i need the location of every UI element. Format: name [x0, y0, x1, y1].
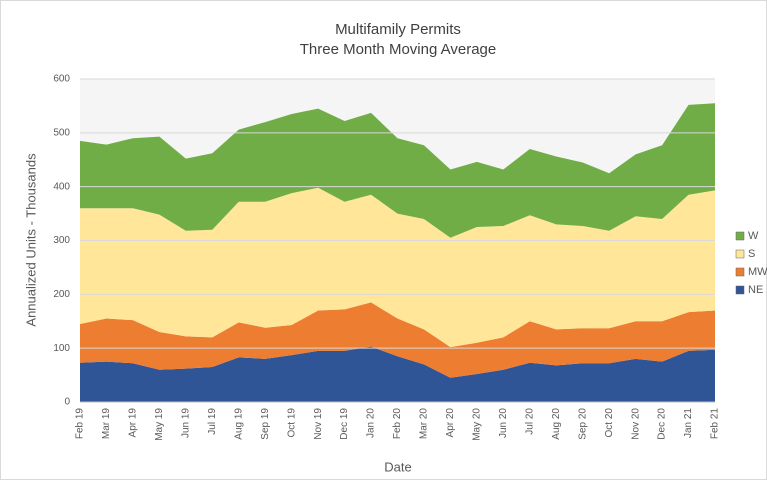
x-tick-label: Nov 20 — [630, 408, 641, 440]
x-tick-label: Feb 19 — [75, 408, 86, 440]
x-tick-label: Dec 19 — [339, 408, 350, 440]
area — [80, 346, 715, 402]
area — [80, 187, 715, 348]
legend-label: MW — [748, 266, 767, 278]
area — [80, 302, 715, 378]
y-axis-label: Annualized Units - Thousands — [23, 153, 38, 327]
y-tick-label: 0 — [64, 397, 70, 408]
legend-label: W — [748, 230, 759, 242]
x-tick-label: Jun 19 — [180, 408, 191, 438]
x-tick-label: Aug 20 — [551, 408, 562, 440]
x-tick-label: Mar 20 — [419, 408, 430, 440]
x-tick-label: Jun 20 — [498, 408, 509, 438]
chart-subtitle: Three Month Moving Average — [300, 41, 497, 58]
x-tick-label: May 20 — [472, 408, 483, 441]
legend-label: NE — [748, 284, 763, 296]
y-tick-label: 300 — [53, 235, 70, 246]
x-tick-label: Mar 19 — [101, 408, 112, 440]
x-tick-label: Feb 20 — [392, 408, 403, 440]
y-tick-label: 100 — [53, 343, 70, 354]
chart-title: Multifamily Permits — [335, 21, 461, 38]
x-tick-label: Jul 19 — [207, 408, 218, 435]
x-tick-label: Dec 20 — [657, 408, 668, 440]
x-tick-label: Aug 19 — [233, 408, 244, 440]
y-tick-label: 200 — [53, 289, 70, 300]
x-tick-label: Apr 20 — [445, 408, 456, 438]
area — [80, 103, 715, 238]
legend-swatch — [735, 285, 745, 295]
x-tick-label: Oct 20 — [604, 408, 615, 438]
x-tick-label: Feb 21 — [710, 408, 721, 440]
y-tick-label: 400 — [53, 181, 70, 192]
legend-swatch — [735, 231, 745, 241]
x-tick-label: Jan 21 — [683, 408, 694, 438]
x-tick-label: Oct 19 — [286, 408, 297, 438]
x-tick-label: Sep 20 — [577, 408, 588, 440]
y-tick-label: 500 — [53, 127, 70, 138]
x-tick-label: Apr 19 — [128, 408, 139, 438]
x-tick-label: Nov 19 — [313, 408, 324, 440]
x-tick-label: Sep 19 — [260, 408, 271, 440]
x-tick-label: Jul 20 — [524, 408, 535, 435]
legend-label: S — [748, 248, 755, 260]
legend-swatch — [735, 267, 745, 277]
x-tick-label: May 19 — [154, 408, 165, 441]
x-axis-label: Date — [384, 459, 411, 474]
x-tick-label: Jan 20 — [366, 408, 377, 438]
legend-swatch — [735, 249, 745, 259]
y-tick-label: 600 — [53, 74, 70, 85]
